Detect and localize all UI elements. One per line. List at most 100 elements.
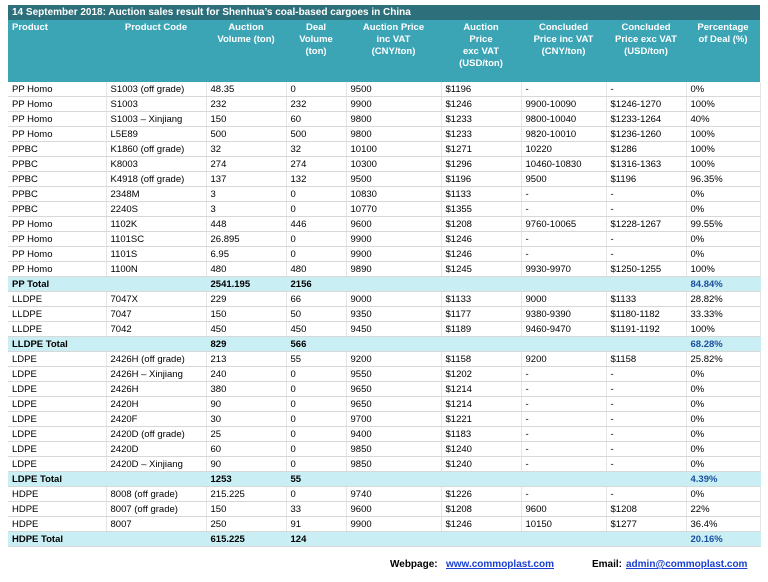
data-row: LDPE 2420D 60 0 9850 $1240- -0% [8,441,761,457]
cell: - [521,366,607,382]
cell: 2426H – Xinjiang [106,366,207,382]
cell: S1003 [106,96,207,112]
data-row: PPBC K8003 274 274 10300 $1296 10460-10830 $131… [8,156,761,172]
cell: 1253 [206,471,287,487]
cell: 0% [686,246,761,262]
cell: 0% [686,396,761,412]
cell: $1246 [441,96,522,112]
cell: - [606,366,687,382]
cell: 25 [206,426,287,442]
data-row: PPBC K4918 (off grade) 137 132 9500 $1196 9500… [8,171,761,187]
cell: $1180-1182 [606,306,687,322]
cell: 9200 [521,351,607,367]
cell: 9500 [521,171,607,187]
cell: 9350 [346,306,442,322]
cell: 9650 [346,381,442,397]
cell: 7047X [106,291,207,307]
cell [106,336,207,352]
cell: - [606,426,687,442]
data-row: LDPE 2420D – Xinjiang 90 0 9850 $1240- -0% [8,456,761,472]
cell: 7047 [106,306,207,322]
data-row: LLDPE 7047X 229 66 9000 $1133 9000 $1133 28.82% [8,291,761,307]
cell: LDPE [8,396,107,412]
cell: 274 [286,156,347,172]
cell: $1246 [441,516,522,532]
cell: HDPE [8,516,107,532]
cell: 9000 [521,291,607,307]
cell: 33.33% [686,306,761,322]
cell: 0 [286,426,347,442]
cell: 0% [686,441,761,457]
cell: 9900-10090 [521,96,607,112]
data-row: PP Homo L5E89 500 500 9800 $1233 9820-10010 $12… [8,126,761,142]
cell: $1236-1260 [606,126,687,142]
cell: 26.895 [206,231,287,247]
cell: S1003 – Xinjiang [106,111,207,127]
cell: 9800 [346,111,442,127]
cell: PP Homo [8,82,107,97]
data-row: PP Homo S1003 (off grade) 48.35 0 9500 $1196-… [8,82,761,97]
cell: 9930-9970 [521,261,607,277]
cell: 0 [286,456,347,472]
cell: 100% [686,96,761,112]
cell: 68.28% [686,336,761,352]
cell: 40% [686,111,761,127]
cell: 0% [686,456,761,472]
cell: 32 [206,141,287,157]
cell: 250 [206,516,287,532]
cell: 9650 [346,396,442,412]
data-row: LDPE 2426H 380 0 9650 $1214- -0% [8,381,761,397]
header-cell: Auction Volume (ton) [206,20,286,82]
cell: 0 [286,396,347,412]
cell [106,531,207,547]
webpage-link[interactable]: www.commoplast.com [446,559,554,570]
cell: 274 [206,156,287,172]
cell: 9600 [346,501,442,517]
cell: PP Homo [8,261,107,277]
cell: 28.82% [686,291,761,307]
cell: $1221 [441,411,522,427]
cell: 132 [286,171,347,187]
cell: 2420D – Xinjiang [106,456,207,472]
report: 14 September 2018: Auction sales result … [8,5,761,570]
cell [106,276,207,292]
cell: 232 [286,96,347,112]
cell: - [606,246,687,262]
email-link[interactable]: admin@commoplast.com [626,559,748,570]
cell: 55 [286,471,347,487]
cell: $1246-1270 [606,96,687,112]
cell: $1233 [441,126,522,142]
cell: LDPE [8,366,107,382]
email-label: Email: [592,559,623,570]
cell: 9000 [346,291,442,307]
cell: 0 [286,381,347,397]
cell [606,276,687,292]
cell: 48.35 [206,82,287,97]
cell: PPBC [8,201,107,217]
data-row: PPBC 2348M 3 0 10830 $1133- -0% [8,186,761,202]
cell: 1100N [106,261,207,277]
cell [441,471,522,487]
cell: 3 [206,186,287,202]
cell: LLDPE [8,321,107,337]
cell: LLDPE [8,306,107,322]
cell: 9460-9470 [521,321,607,337]
cell: 0% [686,231,761,247]
cell: - [521,426,607,442]
cell: PPBC [8,156,107,172]
cell: - [521,186,607,202]
cell: 50 [286,306,347,322]
cell: $1189 [441,321,522,337]
cell: 10100 [346,141,442,157]
data-row: LDPE 2420H 90 0 9650 $1214- -0% [8,396,761,412]
cell: 9800 [346,126,442,142]
cell: 9850 [346,456,442,472]
cell: 25.82% [686,351,761,367]
cell: $1277 [606,516,687,532]
cell: 10300 [346,156,442,172]
cell: PP Homo [8,96,107,112]
cell: PP Homo [8,126,107,142]
cell: 96.35% [686,171,761,187]
cell: LDPE [8,351,107,367]
cell: 446 [286,216,347,232]
